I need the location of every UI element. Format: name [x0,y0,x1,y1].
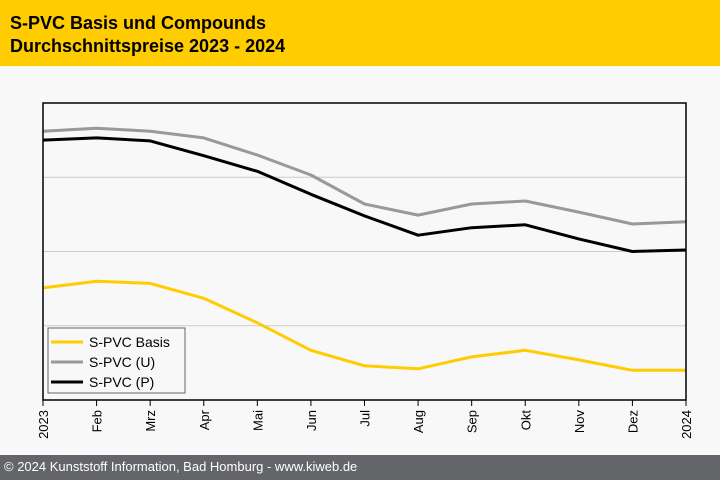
copyright-text: © 2024 Kunststoff Information, Bad Hombu… [4,459,358,474]
footer-bar: © 2024 Kunststoff Information, Bad Hombu… [0,455,720,480]
line-chart: 2023 Feb Mrz Apr Mai Jun Jul Aug Sep Okt Nov Dez 202… [36,102,694,439]
x-tick-label: Apr [197,409,212,430]
legend-label: S-PVC (P) [89,374,154,390]
x-tick-label: Dez [625,410,640,433]
chart-subtitle: Durchschnittspreise 2023 - 2024 [10,36,286,56]
legend-label: S-PVC Basis [89,334,170,350]
series-line-s-pvc-p [42,136,687,253]
x-tick-label: Aug [411,410,426,433]
x-tick-label: 2024 [679,410,694,439]
x-tick-label: Mrz [143,410,158,432]
legend-label: S-PVC (U) [89,354,155,370]
x-tick-label: Okt [518,410,533,431]
x-tick-label: Mai [250,410,265,431]
series-line-s-pvc-basis [42,279,686,372]
x-tick-label: Sep [465,410,480,433]
x-tick-label: Jul [358,410,373,427]
x-tick-label: Jun [304,410,319,431]
series-line-s-pvc-u [42,126,687,226]
chart-title: S-PVC Basis und Compounds [10,13,267,33]
x-tick-label: 2023 [36,410,51,439]
x-tick-label: Feb [90,410,105,432]
x-tick-label: Nov [572,410,587,434]
header-banner: S-PVC Basis und Compounds Durchschnittsp… [0,0,720,66]
